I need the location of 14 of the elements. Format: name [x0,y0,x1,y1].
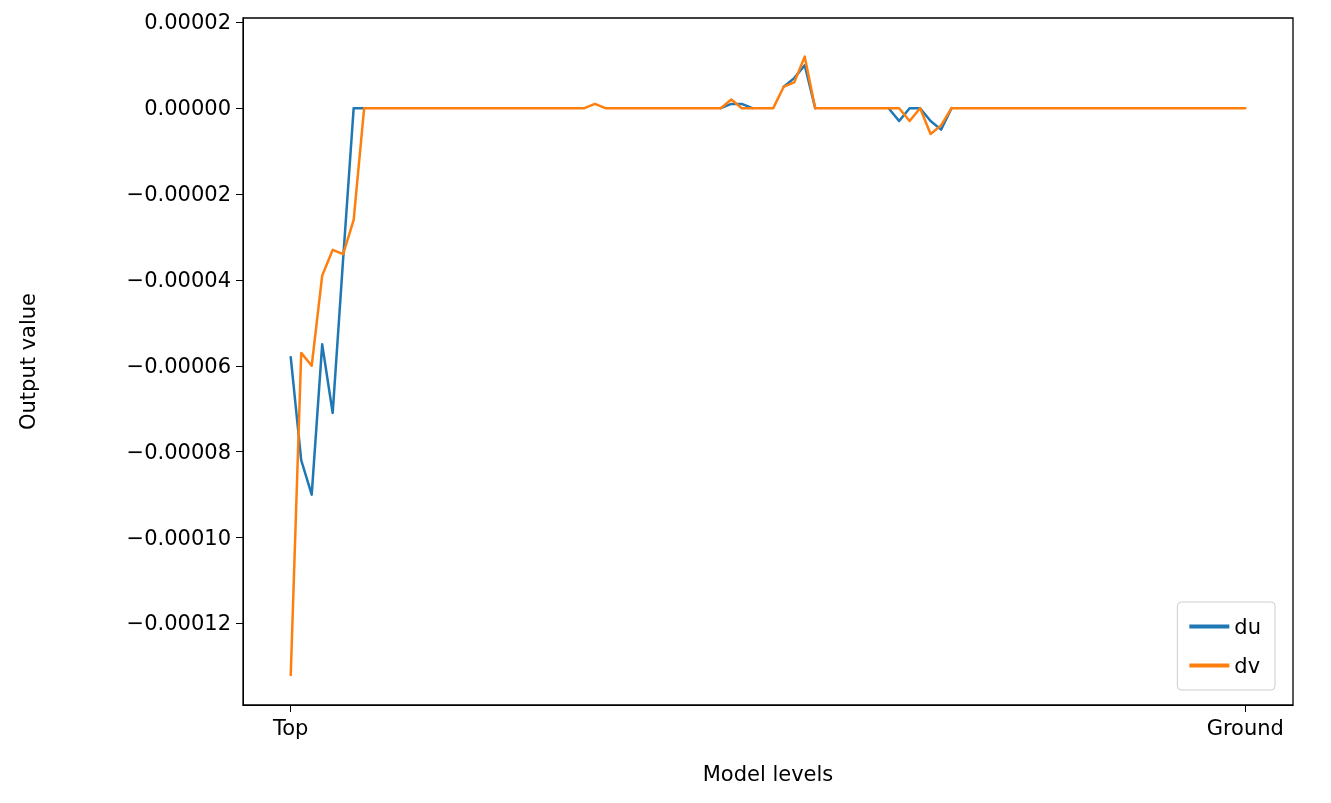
y-axis-title: Output value [15,293,40,430]
y-tick-label: 0.00000 [144,96,231,121]
y-tick-label: −0.00010 [126,525,231,550]
x-axis-title: Model levels [702,761,834,786]
x-tick-label: Top [272,715,309,740]
x-tick-label: Ground [1206,715,1284,740]
legend-label: dv [1234,653,1261,678]
y-tick-label: −0.00002 [126,182,231,207]
y-tick-label: −0.00012 [126,611,231,636]
legend-label: du [1234,614,1261,639]
y-tick-label: −0.00004 [126,267,231,292]
y-tick-label: 0.00002 [144,10,231,35]
y-tick-label: −0.00006 [126,353,231,378]
y-tick-label: −0.00008 [126,439,231,464]
